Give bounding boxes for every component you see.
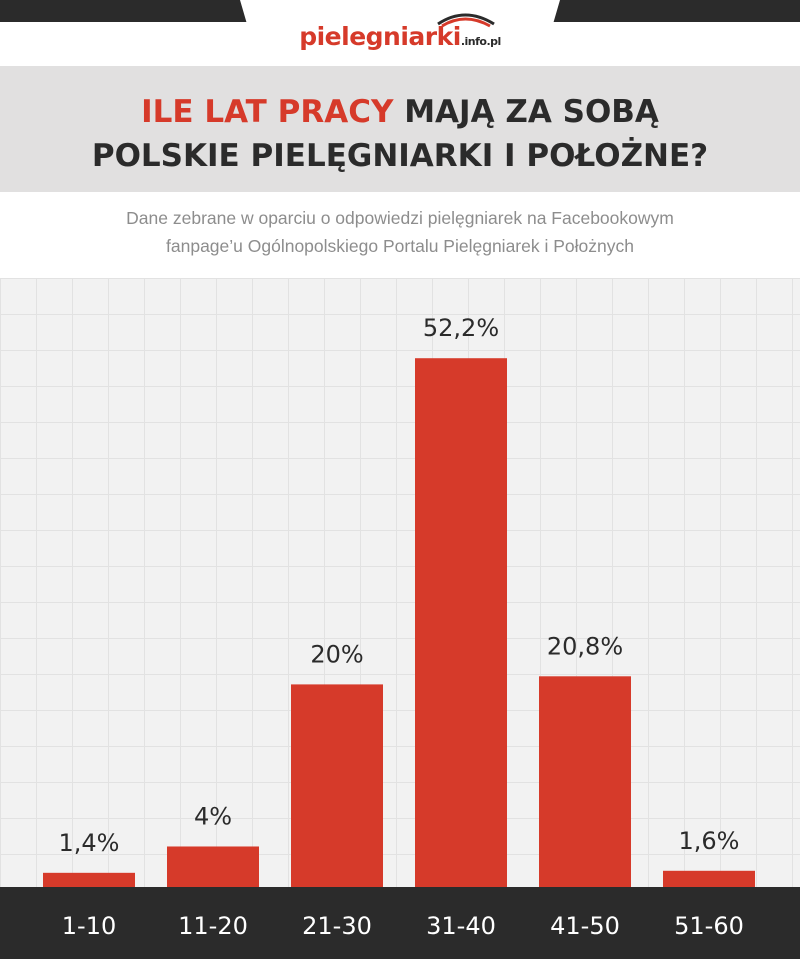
logo[interactable]: pielegniarki.info.pl [240, 22, 560, 51]
category-label-21-30: 21-30 [302, 912, 372, 940]
data-label-51-60: 1,6% [679, 827, 740, 855]
bar-1-10 [43, 872, 135, 887]
title-line-2: POLSKIE PIELĘGNIARKI I POŁOŻNE? [91, 138, 709, 174]
bar-51-60 [663, 870, 755, 887]
bar-41-50 [539, 676, 631, 887]
header-band: ILE LAT PRACY MAJĄ ZA SOBĄ POLSKIE PIELĘ… [0, 66, 800, 192]
logo-arc-icon [437, 13, 495, 28]
logo-tab: pielegniarki.info.pl [240, 0, 560, 66]
data-label-41-50: 20,8% [547, 632, 623, 660]
subtitle-line-1: Dane zebrane w oparciu o odpowiedzi piel… [126, 208, 674, 228]
title-rest: MAJĄ ZA SOBĄ [393, 94, 659, 130]
category-label-51-60: 51-60 [674, 912, 744, 940]
subtitle-line-2: fanpage’u Ogólnopolskiego Portalu Pielęg… [166, 236, 634, 256]
category-label-1-10: 1-10 [62, 912, 116, 940]
page-title: ILE LAT PRACY MAJĄ ZA SOBĄ POLSKIE PIELĘ… [0, 90, 800, 178]
bar-21-30 [291, 684, 383, 887]
bar-31-40 [415, 358, 507, 887]
logo-main: pielegniarki [299, 22, 461, 51]
data-label-1-10: 1,4% [59, 829, 120, 857]
bar-11-20 [167, 846, 259, 887]
category-axis-bar [0, 887, 800, 959]
data-label-11-20: 4% [194, 802, 232, 830]
category-label-11-20: 11-20 [178, 912, 248, 940]
subtitle: Dane zebrane w oparciu o odpowiedzi piel… [0, 204, 800, 260]
chart-grid-area [0, 278, 800, 888]
title-highlight: ILE LAT PRACY [141, 94, 394, 130]
category-label-41-50: 41-50 [550, 912, 620, 940]
data-label-31-40: 52,2% [423, 314, 499, 342]
logo-suffix: .info.pl [460, 35, 501, 48]
category-label-31-40: 31-40 [426, 912, 496, 940]
data-label-21-30: 20% [310, 640, 363, 668]
